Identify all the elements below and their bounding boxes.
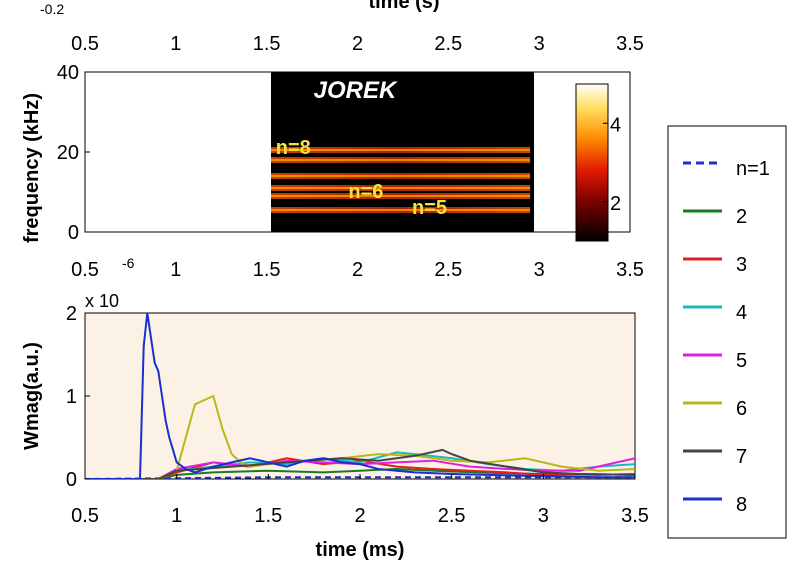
spectrogram-band-core [271,149,531,151]
bottom-y-axis-label: Wmag(a.u.) [21,342,43,450]
colorbar-tick-label: 4 [610,114,621,136]
bottom-x-tick-label: 2.5 [438,505,466,527]
top-x-tick-label-lower: 1.5 [253,259,281,281]
bottom-x-tick-label: 2 [354,505,365,527]
colorbar-tick-label: 2 [610,193,621,215]
top-y-axis-label: frequency (kHz) [21,93,43,243]
legend: n=1 2 3 4 5 6 7 8 [667,125,787,539]
legend-label: 8 [736,494,747,516]
top-y-tick-label: 40 [57,62,79,84]
legend-label: 2 [736,206,747,228]
colorbar-ticks: 24 [603,114,621,215]
legend-label: 7 [736,446,747,468]
bottom-y-tick-labels: 0 1 2 [66,303,90,491]
top-x-tick-label: 2.5 [434,33,462,55]
top-x-tick-label: 3 [534,33,545,55]
colorbar [575,83,609,242]
spectrogram-band-core [271,159,531,161]
band-label: n=8 [276,137,311,159]
band-labels: n=8 n=6 n=5 [276,137,447,219]
top-x-tick-label: 2 [352,33,363,55]
spectrogram-band-core [271,209,531,211]
legend-label: 5 [736,350,747,372]
spectrogram-band-core [271,187,531,189]
top-x-tick-label: 1.5 [253,33,281,55]
bottom-x-axis-label: time (ms) [316,539,405,561]
band-label: n=6 [348,181,383,203]
series-line [85,313,635,479]
bottom-x-tick-label: 0.5 [71,505,99,527]
band-label: n=5 [412,197,447,219]
bottom-x-tick-label: 1.5 [254,505,282,527]
top-x-axis-label: time (s) [368,0,439,13]
top-x-tick-label-lower: 0.5 [71,259,99,281]
top-y-tick-label: 20 [57,142,79,164]
legend-label: 3 [736,254,747,276]
series-line [85,448,635,479]
top-x-tick-label-lower: 3.5 [616,259,644,281]
top-x-tick-label: 0.5 [71,33,99,55]
legend-label: 4 [736,302,747,324]
legend-box [667,125,787,539]
top-x-tick-labels: 0.5 1 1.5 2 2.5 3 3.5 [71,33,644,55]
legend-label: n=1 [736,158,770,180]
top-x-tick-label-lower: 2.5 [434,259,462,281]
top-x-tick-label: 1 [170,33,181,55]
bottom-y-scale-exponent: -6 [122,255,135,271]
spectrogram-band-core [271,175,531,177]
top-x-tick-label: 3.5 [616,33,644,55]
top-x-tick-label-lower: 2 [352,259,363,281]
bottom-y-scale-label: x 10 [85,291,119,311]
top-x-tick-labels-lower: 0.5 1 1.5 2 2.5 3 3.5 [71,227,644,281]
spectrogram-panel: time (s) -0.2 0.5 1 1.5 2 2.5 3 3.5 0.5 1 1.5 2 2.… [21,0,644,281]
top-x-scale-label: -0.2 [40,1,64,17]
series-line [85,457,635,479]
bottom-x-tick-label: 3.5 [621,505,649,527]
line-panel: x 10 -6 0.5 1 1.5 2 2.5 3 3.5 0 1 2 time (ms) Wm… [21,255,649,561]
top-y-tick-label: 0 [68,222,79,244]
bottom-x-tick-label: 1 [171,505,182,527]
legend-label: 6 [736,398,747,420]
bottom-x-tick-labels: 0.5 1 1.5 2 2.5 3 3.5 [71,474,649,527]
line-plot-axes [84,312,636,480]
spectrogram-band-core [271,195,531,197]
top-x-tick-label-lower: 1 [170,259,181,281]
bottom-x-tick-label: 3 [538,505,549,527]
bottom-y-tick-label: 0 [66,469,77,491]
bottom-y-tick-label: 2 [66,303,77,325]
top-y-tick-labels: 0 20 40 [57,62,90,244]
top-x-tick-label-lower: 3 [534,259,545,281]
bottom-y-tick-label: 1 [66,386,77,408]
spectrogram-title: JOREK [314,77,398,104]
spectrogram-bands [271,147,531,213]
